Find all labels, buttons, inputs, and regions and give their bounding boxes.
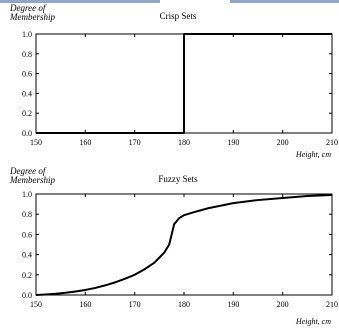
chart-title: Crisp Sets	[160, 11, 197, 21]
x-axis-label: Height, cm	[295, 150, 331, 159]
y-axis-label-line2: Membership	[9, 12, 55, 22]
y-tick-label: 0.0	[22, 291, 32, 300]
chart-title: Fuzzy Sets	[158, 174, 198, 184]
y-tick-label: 0.2	[22, 271, 32, 280]
fuzzy-sets-chart: Degree of Membership Fuzzy Sets 0.00.20.…	[9, 166, 338, 326]
y-tick-label: 0.8	[22, 50, 32, 59]
membership-curve	[35, 194, 333, 296]
x-tick-label: 190	[227, 300, 239, 309]
series-group	[36, 33, 332, 134]
x-tick-label: 200	[277, 138, 289, 147]
membership-curve	[36, 33, 332, 134]
series-group	[35, 194, 333, 296]
x-tick-label: 190	[227, 138, 239, 147]
x-tick-label: 150	[30, 300, 42, 309]
top-header-strip	[0, 0, 339, 4]
plot-frame	[35, 193, 333, 296]
y-axis-label-line1: Degree of	[9, 166, 47, 176]
y-axis-label-line2: Membership	[9, 175, 55, 185]
y-tick-label: 0.6	[22, 230, 32, 239]
y-tick-label: 0.4	[22, 89, 32, 98]
x-tick-label: 170	[129, 138, 141, 147]
x-tick-group: 150 160 170 180 190 200 210	[30, 194, 338, 309]
x-tick-label: 180	[178, 138, 190, 147]
x-tick-label: 150	[30, 138, 42, 147]
header-strip-segment	[0, 0, 160, 3]
y-tick-label: 0.2	[22, 109, 32, 118]
y-tick-label: 0.8	[22, 210, 32, 219]
y-tick-label: 1.0	[22, 30, 32, 39]
header-strip-segment	[230, 0, 339, 3]
y-tick-label: 0.6	[22, 70, 32, 79]
x-tick-label: 200	[277, 300, 289, 309]
y-tick-label: 0.4	[22, 251, 32, 260]
y-axis-label-line1: Degree of	[9, 3, 47, 13]
x-tick-label: 210	[326, 300, 338, 309]
y-tick-label: 0.0	[22, 129, 32, 138]
y-tick-label: 1.0	[22, 190, 32, 199]
crisp-sets-chart: Degree of Membership Crisp Sets 0.00.20.…	[9, 3, 338, 159]
x-tick-label: 160	[79, 138, 91, 147]
y-tick-group: 0.0 0.2 0.4 0.6 0.8 1.0	[22, 190, 332, 300]
x-tick-label: 210	[326, 138, 338, 147]
x-tick-label: 160	[79, 300, 91, 309]
x-tick-label: 170	[129, 300, 141, 309]
y-tick-group: 0.0 0.2 0.4 0.6 0.8 1.0	[22, 30, 332, 138]
x-axis-label: Height, cm	[295, 317, 331, 326]
x-tick-label: 180	[178, 300, 190, 309]
